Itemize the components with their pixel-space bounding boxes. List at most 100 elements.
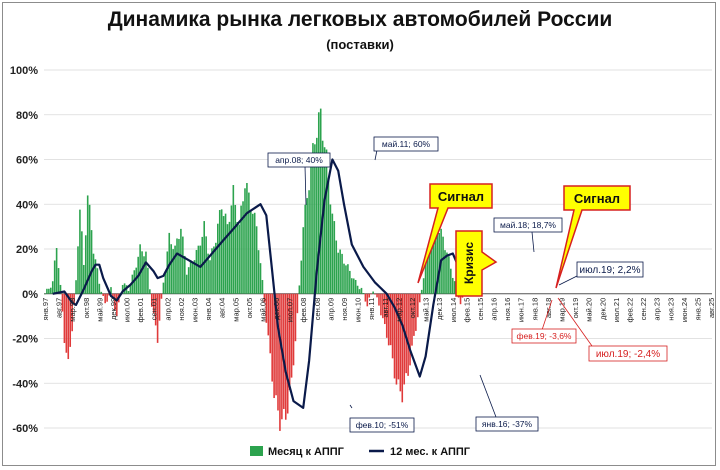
x-tick-label: сен.08 <box>313 298 322 321</box>
monthly-bar <box>335 240 338 294</box>
monthly-bar <box>160 293 163 299</box>
crisis-callout-text: Кризис <box>462 242 476 284</box>
x-tick-label: ноя.23 <box>666 298 675 321</box>
monthly-bar <box>112 293 114 298</box>
monthly-bar <box>281 293 283 420</box>
monthly-bar <box>345 265 347 294</box>
monthly-bar <box>403 293 406 385</box>
monthly-bar <box>67 293 70 360</box>
monthly-bar <box>413 293 415 336</box>
monthly-bar <box>57 268 60 294</box>
monthly-bar <box>213 246 215 294</box>
y-tick-label: -20% <box>12 334 38 346</box>
chart-title: Динамика рынка легковых автомобилей Росс… <box>107 8 613 31</box>
monthly-bar <box>380 293 382 316</box>
monthly-bar <box>312 143 314 294</box>
monthly-bar <box>90 230 93 294</box>
monthly-bar <box>250 210 252 294</box>
monthly-bar <box>255 226 258 294</box>
monthly-bar <box>199 245 202 294</box>
monthly-bar <box>384 293 386 325</box>
monthly-bar <box>207 253 209 294</box>
x-tick-label: фев.08 <box>299 298 308 323</box>
annotation-jan16-text: янв.16; -37% <box>482 419 533 429</box>
monthly-bar <box>391 293 394 359</box>
monthly-bar <box>238 224 240 294</box>
monthly-bar <box>162 282 165 294</box>
monthly-bar <box>166 251 169 294</box>
monthly-bar <box>96 268 99 294</box>
monthly-bar <box>217 223 219 294</box>
x-tick-label: ноя.16 <box>503 298 512 321</box>
monthly-bar <box>61 293 64 312</box>
annotation-feb19-text: фев.19; -3,6% <box>517 331 572 341</box>
x-tick-label: янв.18 <box>530 298 539 321</box>
monthly-bar <box>63 293 66 344</box>
crisis-callout: Кризис <box>455 230 498 297</box>
x-tick-label: июл.14 <box>449 298 458 322</box>
monthly-bar <box>158 293 161 321</box>
x-tick-label: апр.09 <box>326 298 335 321</box>
monthly-bar <box>244 188 246 294</box>
monthly-bar <box>102 293 105 296</box>
monthly-bar <box>286 293 289 414</box>
annotation-jul19-line: июл.19; 2,2% <box>558 261 644 286</box>
monthly-bar <box>267 293 270 336</box>
monthly-bar <box>399 293 402 392</box>
monthly-bar <box>242 201 244 294</box>
annotation-apr08-text: апр.08; 40% <box>275 155 323 165</box>
monthly-bar <box>432 230 435 294</box>
monthly-bar <box>69 293 72 347</box>
monthly-bar <box>51 281 54 294</box>
monthly-bar <box>393 293 396 379</box>
monthly-bar <box>397 293 400 380</box>
monthly-bar <box>59 284 62 294</box>
monthly-bar <box>73 293 75 304</box>
x-tick-label: фев.01 <box>136 298 145 323</box>
monthly-bar <box>354 279 357 294</box>
monthly-bar <box>436 231 439 294</box>
monthly-bar <box>304 204 306 294</box>
monthly-bar <box>310 163 312 294</box>
monthly-bar <box>182 236 184 294</box>
monthly-bar <box>288 293 291 391</box>
monthly-bar <box>240 205 242 294</box>
x-tick-label: сен.01 <box>150 298 159 321</box>
y-tick-labels: 100% 80% 60% 40% 20% 0% -20% -40% -60% <box>10 65 38 435</box>
monthly-bar <box>298 285 301 294</box>
monthly-bar <box>370 293 372 295</box>
monthly-bar <box>211 248 213 294</box>
monthly-bar <box>444 250 446 294</box>
x-tick-labels: янв.97 авг.97 мар.98 окт.98 май.99 дек.99 июл.… <box>41 298 716 323</box>
monthly-bar <box>407 293 409 376</box>
monthly-bar <box>79 209 81 294</box>
x-tick-label: май.99 <box>95 298 104 322</box>
legend-bar-swatch <box>250 446 263 456</box>
annotation-feb19: фев.19; -3,6% <box>511 299 577 344</box>
monthly-bar <box>372 291 374 294</box>
monthly-bar <box>415 293 417 331</box>
monthly-bar <box>275 293 277 396</box>
monthly-bar <box>55 248 58 294</box>
monthly-bar <box>378 293 380 306</box>
monthly-bar <box>195 250 198 294</box>
monthly-bar <box>339 249 341 294</box>
x-tick-label: июн.03 <box>190 298 199 322</box>
monthly-bar <box>154 293 157 326</box>
monthly-bar <box>127 290 130 294</box>
monthly-bar <box>143 256 145 294</box>
monthly-bar <box>193 260 196 294</box>
monthly-bar <box>459 293 462 305</box>
x-tick-label: июн.17 <box>517 298 526 322</box>
monthly-bar <box>150 293 153 307</box>
y-tick-label: 40% <box>16 199 38 211</box>
x-tick-label: май.20 <box>585 298 594 322</box>
signal-callout-1-text: Сигнал <box>438 189 484 204</box>
monthly-bar <box>170 244 172 294</box>
x-tick-label: июн.10 <box>354 298 363 322</box>
monthly-bar <box>53 260 56 294</box>
monthly-bar <box>409 293 411 366</box>
x-tick-label: янв.97 <box>41 298 50 321</box>
x-tick-label: июл.21 <box>612 298 621 322</box>
monthly-bar <box>104 293 106 304</box>
